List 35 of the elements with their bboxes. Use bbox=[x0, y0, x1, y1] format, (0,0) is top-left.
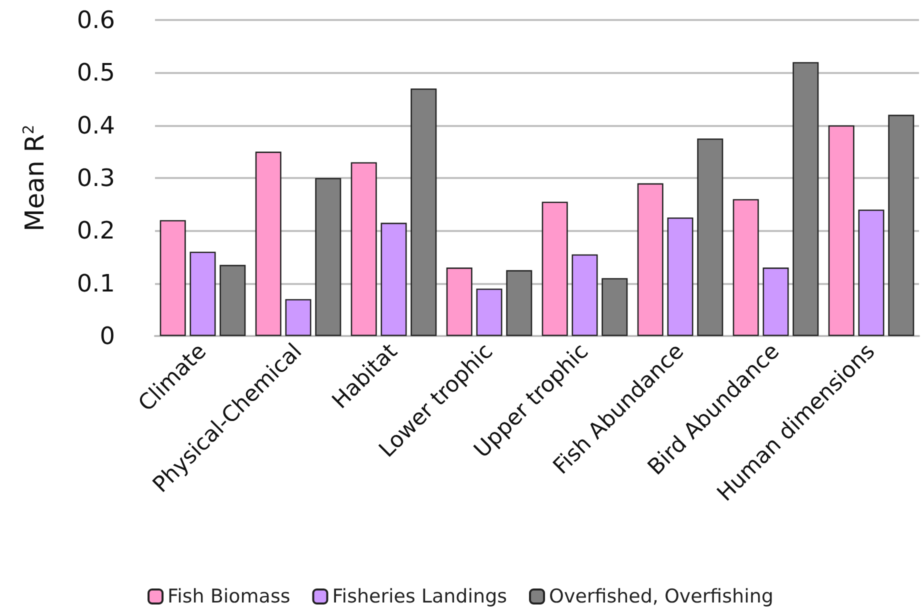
bar bbox=[410, 88, 437, 336]
bar bbox=[792, 62, 819, 336]
bar bbox=[828, 125, 854, 336]
y-tick-label: 0.6 bbox=[76, 6, 115, 34]
bar bbox=[315, 178, 342, 336]
bar bbox=[350, 162, 377, 336]
bar bbox=[572, 254, 598, 336]
bar bbox=[255, 152, 282, 336]
bar bbox=[220, 264, 246, 336]
y-tick-label: 0.5 bbox=[76, 58, 115, 87]
y-tick-label: 0.1 bbox=[76, 269, 115, 298]
y-tick-label: 0.2 bbox=[76, 216, 115, 245]
y-axis-title: Mean R2 bbox=[20, 124, 50, 232]
bar bbox=[637, 183, 664, 336]
bar bbox=[380, 222, 407, 336]
bar bbox=[888, 114, 914, 336]
bar bbox=[542, 202, 568, 336]
legend-label: Overfished, Overfishing bbox=[549, 586, 774, 608]
legend-label: Fish Biomass bbox=[168, 586, 290, 608]
bar bbox=[160, 220, 186, 336]
legend-label: Fisheries Landings bbox=[332, 586, 508, 608]
bar bbox=[602, 278, 628, 336]
bar bbox=[667, 218, 694, 336]
bar bbox=[190, 252, 216, 336]
bar bbox=[732, 199, 759, 336]
bar bbox=[697, 138, 724, 336]
bar bbox=[506, 270, 532, 336]
y-tick-label: 0.4 bbox=[76, 111, 115, 140]
y-tick-label: 0.3 bbox=[76, 164, 115, 192]
bar bbox=[762, 268, 789, 336]
bar bbox=[858, 210, 884, 336]
bar bbox=[285, 299, 312, 336]
y-tick-label: 0 bbox=[100, 322, 115, 350]
bar bbox=[446, 268, 472, 336]
bar bbox=[476, 288, 502, 336]
